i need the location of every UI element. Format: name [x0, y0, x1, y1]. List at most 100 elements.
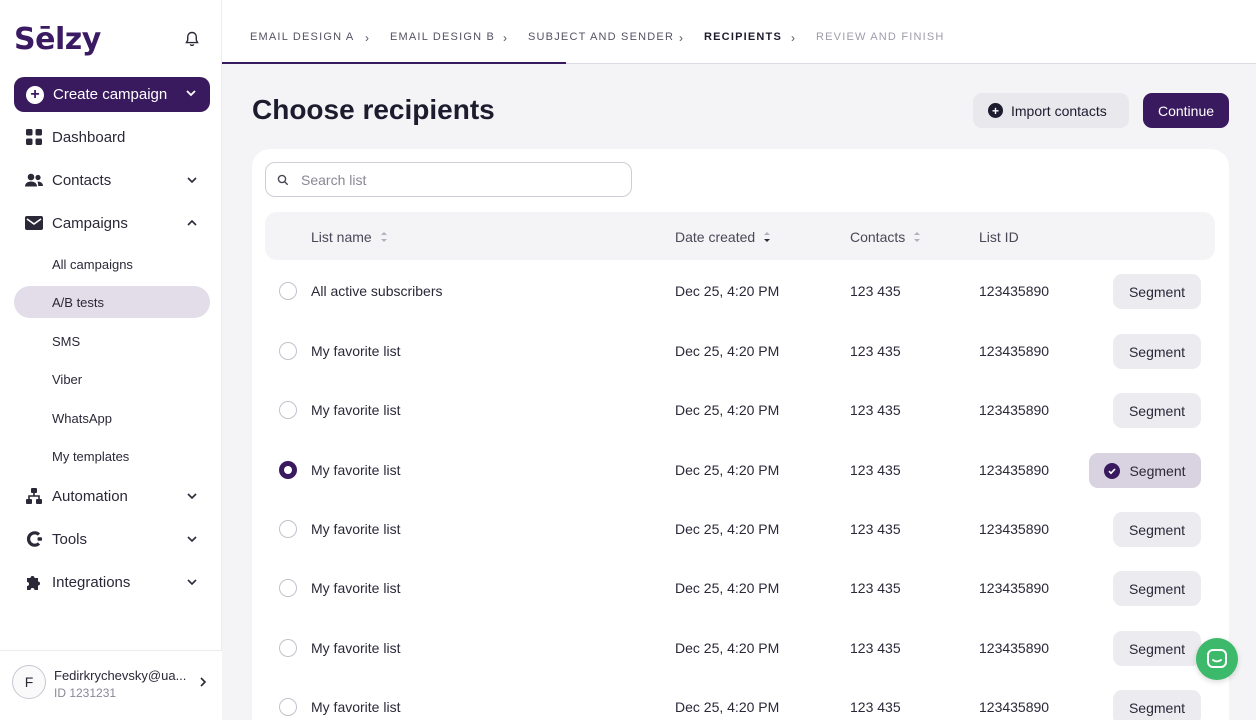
- sidebar-subitem-viber[interactable]: Viber: [52, 371, 83, 387]
- list-id: 123435890: [979, 580, 1050, 596]
- segment-label: Segment: [1128, 640, 1186, 657]
- sidebar-subitem-ab-tests[interactable]: A/B tests: [14, 286, 210, 318]
- table-row[interactable]: My favorite list Dec 25, 4:20 PM 123 435 12…: [265, 678, 1215, 720]
- tools-icon: [24, 529, 44, 549]
- search-icon: [277, 174, 289, 186]
- list-name: My favorite list: [311, 462, 401, 478]
- row-radio[interactable]: [279, 698, 297, 716]
- list-id: 123435890: [979, 343, 1050, 359]
- segment-label: Segment: [1128, 402, 1186, 419]
- row-radio[interactable]: [279, 461, 297, 479]
- step-review-and-finish[interactable]: Review and finish: [816, 31, 945, 43]
- column-header-list-name[interactable]: List name: [311, 229, 388, 245]
- contacts-icon: [24, 170, 44, 190]
- column-header-contacts[interactable]: Contacts: [850, 229, 921, 245]
- table-row[interactable]: My favorite list Dec 25, 4:20 PM 123 435 12…: [265, 322, 1215, 381]
- create-campaign-label: Create campaign: [53, 86, 168, 103]
- list-name: My favorite list: [311, 343, 401, 359]
- list-id: 123435890: [979, 699, 1050, 715]
- sort-icon: [380, 232, 387, 242]
- date-created: Dec 25, 4:20 PM: [675, 462, 780, 478]
- sidebar-item-contacts[interactable]: Contacts: [14, 164, 210, 196]
- chevron-down-icon: [186, 90, 196, 97]
- chevron-up-icon: [187, 219, 197, 226]
- row-radio[interactable]: [279, 401, 297, 419]
- list-name: My favorite list: [311, 521, 401, 537]
- row-radio[interactable]: [279, 282, 297, 300]
- stepper-progress-bar: [222, 62, 566, 64]
- plus-icon: +: [988, 103, 1003, 118]
- segment-label: Segment: [1128, 580, 1186, 597]
- segment-button[interactable]: Segment: [1113, 690, 1201, 720]
- contacts-count: 123 435: [850, 580, 901, 596]
- list-id: 123435890: [979, 640, 1050, 656]
- segment-button[interactable]: Segment: [1113, 512, 1201, 547]
- segment-label: Segment: [1129, 462, 1186, 479]
- sidebar-item-campaigns[interactable]: Campaigns: [14, 207, 210, 239]
- date-created: Dec 25, 4:20 PM: [675, 521, 780, 537]
- column-header-label: List name: [311, 229, 372, 245]
- table-row[interactable]: My favorite list Dec 25, 4:20 PM 123 435 12…: [265, 381, 1215, 440]
- step-separator-icon: ›: [365, 31, 369, 45]
- segment-button[interactable]: Segment: [1113, 571, 1201, 606]
- contacts-count: 123 435: [850, 343, 901, 359]
- row-radio[interactable]: [279, 342, 297, 360]
- row-radio[interactable]: [279, 579, 297, 597]
- puzzle-icon: [24, 572, 44, 592]
- continue-button[interactable]: Continue: [1143, 93, 1229, 128]
- step-recipients[interactable]: Recipients: [704, 31, 783, 43]
- sidebar-item-tools[interactable]: Tools: [14, 523, 210, 555]
- table-row[interactable]: My favorite list Dec 25, 4:20 PM 123 435 12…: [265, 559, 1215, 618]
- sidebar-subitem-all-campaigns[interactable]: All campaigns: [52, 256, 133, 272]
- step-email-design-b[interactable]: Email design B: [390, 31, 496, 43]
- chevron-down-icon: [187, 536, 197, 543]
- table-row[interactable]: My favorite list Dec 25, 4:20 PM 123 435 12…: [265, 619, 1215, 678]
- user-account[interactable]: F Fedirkrychevsky@ua... ID 1231231: [0, 650, 222, 720]
- segment-button[interactable]: Segment: [1089, 453, 1201, 488]
- date-created: Dec 25, 4:20 PM: [675, 640, 780, 656]
- row-radio[interactable]: [279, 639, 297, 657]
- search-field[interactable]: [265, 162, 632, 197]
- create-campaign-button[interactable]: + Create campaign: [14, 77, 210, 112]
- segment-button[interactable]: Segment: [1113, 334, 1201, 369]
- sidebar-item-label: Dashboard: [52, 128, 126, 146]
- column-header-date-created[interactable]: Date created: [675, 229, 771, 245]
- sidebar-item-label: Contacts: [52, 171, 112, 189]
- date-created: Dec 25, 4:20 PM: [675, 402, 780, 418]
- segment-label: Segment: [1128, 343, 1186, 360]
- user-email: Fedirkrychevsky@ua...: [54, 668, 187, 683]
- import-contacts-button[interactable]: + Import contacts: [973, 93, 1129, 128]
- sidebar-item-dashboard[interactable]: Dashboard: [14, 121, 210, 153]
- sidebar-subitem-my-templates[interactable]: My templates: [52, 448, 130, 464]
- chevron-down-icon: [187, 493, 197, 500]
- sidebar-subitem-sms[interactable]: SMS: [52, 333, 81, 349]
- row-radio[interactable]: [279, 520, 297, 538]
- list-id: 123435890: [979, 462, 1050, 478]
- segment-button[interactable]: Segment: [1113, 274, 1201, 309]
- contacts-count: 123 435: [850, 640, 901, 656]
- bell-icon[interactable]: [183, 30, 201, 48]
- logo[interactable]: Sēlzy: [14, 22, 101, 57]
- search-input[interactable]: [301, 171, 601, 188]
- campaigns-icon: [24, 213, 44, 233]
- table-row[interactable]: All active subscribers Dec 25, 4:20 PM 123…: [265, 262, 1215, 321]
- date-created: Dec 25, 4:20 PM: [675, 283, 780, 299]
- list-name: All active subscribers: [311, 283, 443, 299]
- import-contacts-label: Import contacts: [1011, 102, 1107, 119]
- sidebar-item-integrations[interactable]: Integrations: [14, 566, 210, 598]
- table-row[interactable]: My favorite list Dec 25, 4:20 PM 123 435 12…: [265, 441, 1215, 500]
- segment-button[interactable]: Segment: [1113, 393, 1201, 428]
- sidebar-item-automation[interactable]: Automation: [14, 480, 210, 512]
- sidebar-subitem-whatsapp[interactable]: WhatsApp: [52, 410, 112, 426]
- segment-button[interactable]: Segment: [1113, 631, 1201, 666]
- user-id: ID 1231231: [54, 686, 117, 700]
- table-row[interactable]: My favorite list Dec 25, 4:20 PM 123 435 12…: [265, 500, 1215, 559]
- date-created: Dec 25, 4:20 PM: [675, 699, 780, 715]
- chat-button[interactable]: [1196, 638, 1238, 680]
- step-subject-and-sender[interactable]: Subject and sender: [528, 31, 675, 43]
- contacts-count: 123 435: [850, 521, 901, 537]
- contacts-count: 123 435: [850, 283, 901, 299]
- table-header: [265, 212, 1215, 260]
- sidebar-item-label: Campaigns: [52, 214, 128, 232]
- step-email-design-a[interactable]: Email design A: [250, 31, 355, 43]
